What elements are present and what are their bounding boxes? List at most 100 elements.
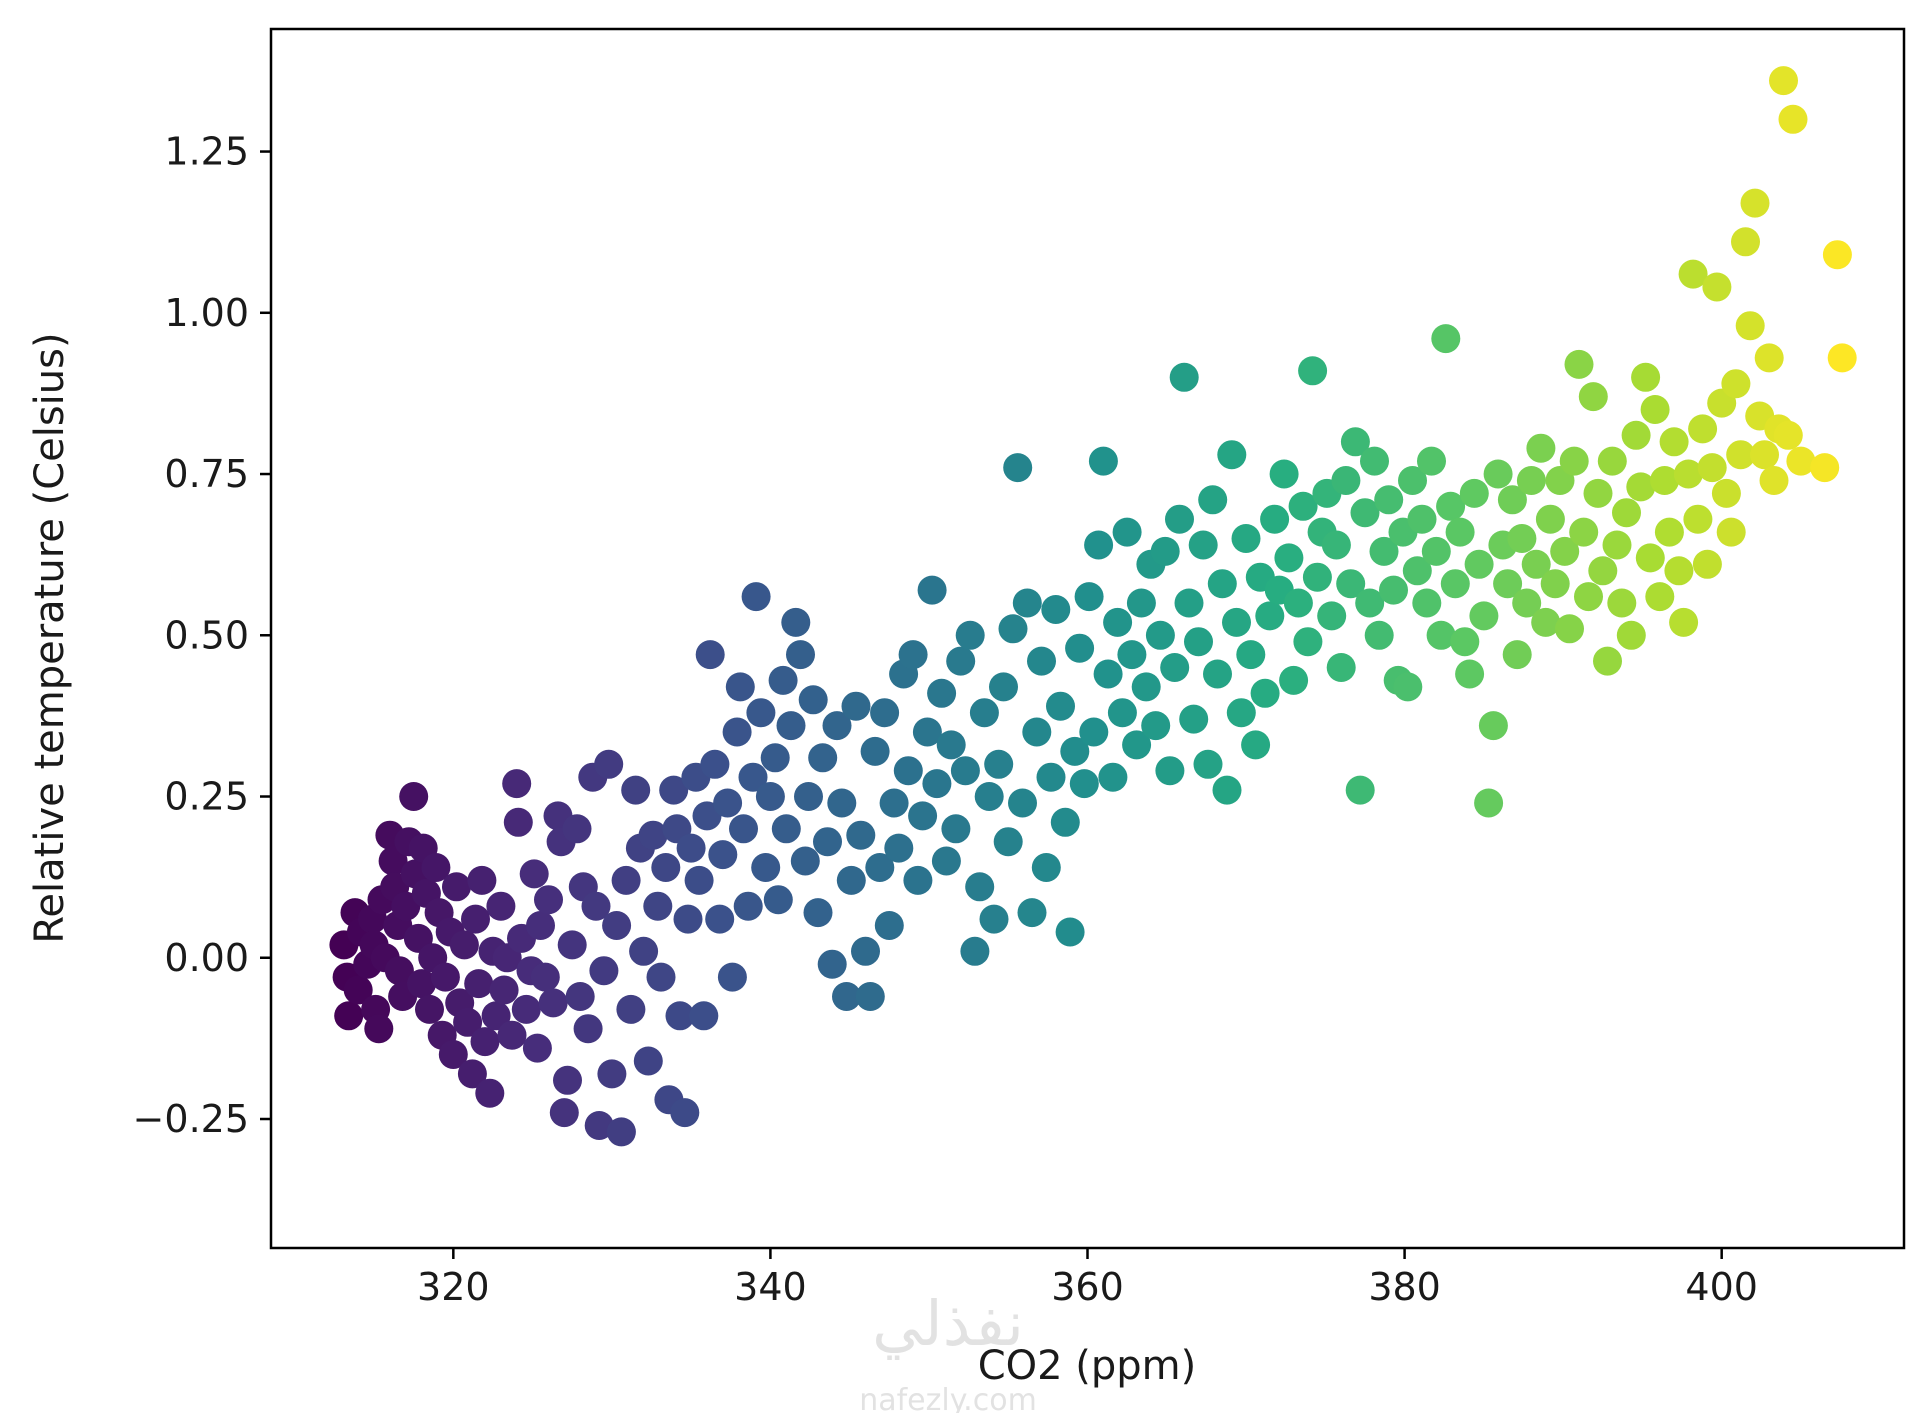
data-point [343,975,373,1005]
y-tick-label: 0.00 [164,936,249,980]
data-point [1241,730,1271,760]
data-point [1469,601,1499,631]
y-tick-label: 1.25 [164,130,249,174]
data-point [836,865,866,895]
data-point [717,962,747,992]
data-point [1578,382,1608,412]
data-point [1374,485,1404,515]
data-point [1126,588,1156,618]
data-point [874,911,904,940]
data-point [457,1059,487,1089]
data-point [673,904,703,934]
data-point [1493,569,1523,599]
data-point [725,672,755,702]
data-point [1088,446,1118,476]
data-point [1179,704,1209,734]
watermark-latin: nafezly.com [859,1383,1037,1413]
data-point [1778,104,1808,134]
data-point [1402,556,1432,586]
data-point [1721,369,1751,399]
data-point [1612,498,1641,528]
data-point [695,640,725,670]
data-point [741,582,771,612]
data-point [643,891,673,921]
data-point [621,775,651,805]
data-point [827,788,857,818]
data-point [1231,524,1261,553]
data-point [1165,504,1194,534]
data-point [461,904,490,934]
data-point [1650,466,1680,495]
data-point [503,807,533,837]
data-point [689,1001,719,1031]
data-point [917,575,947,605]
data-point [1369,536,1399,566]
data-point [832,982,861,1011]
data-point [941,814,971,844]
data-point [1184,627,1213,657]
data-point [700,749,730,779]
data-point [646,962,676,992]
data-point [557,930,587,960]
y-tick-label: 0.75 [164,452,249,496]
watermark-arabic: نفذلي [872,1287,1024,1360]
data-point [1255,601,1285,631]
y-axis-ticks: −0.25 0.00 0.25 0.50 0.75 1.00 1.25 [133,130,271,1141]
data-point [1445,517,1475,547]
data-point [1621,420,1651,450]
data-point [651,853,681,882]
data-point [616,994,646,1024]
data-point [584,1111,614,1140]
x-tick-label: 380 [1368,1265,1441,1309]
data-point [1046,691,1075,721]
data-point [1288,491,1318,521]
data-point [1117,640,1147,670]
data-point [1754,343,1784,373]
data-point [1564,349,1594,379]
data-point [1640,395,1670,424]
x-axis-ticks: 320 340 360 380 400 [417,1248,1758,1309]
data-point [768,665,798,695]
data-point [1050,807,1080,837]
data-point [1103,607,1133,637]
data-point [1155,756,1185,786]
data-point [438,1040,468,1069]
data-point [1174,588,1204,618]
data-point [470,1027,500,1057]
data-point [1535,504,1565,534]
data-point [1711,478,1741,508]
data-point [1645,582,1675,612]
data-point [589,956,619,986]
data-point [526,911,555,940]
data-point [922,769,952,799]
data-point [453,1007,483,1037]
data-point [1683,504,1713,534]
data-point [1716,517,1746,547]
data-point [1526,433,1556,463]
data-point [1602,530,1632,560]
data-point [813,827,842,857]
data-point [1198,485,1228,515]
data-point [1550,536,1580,566]
data-point [1079,717,1109,747]
data-point [530,962,560,992]
data-point [1188,530,1218,560]
data-point [1502,640,1532,670]
data-point [908,801,938,831]
data-point [1412,588,1442,618]
data-point [1731,227,1760,257]
data-point [1635,543,1665,573]
data-point [611,865,641,895]
data-point [1340,427,1370,457]
data-point [670,1098,700,1128]
data-point [955,620,985,650]
data-point [1597,446,1627,476]
y-tick-label: −0.25 [133,1097,249,1141]
data-point [449,930,479,960]
data-point [912,717,942,747]
data-point [1226,698,1256,728]
data-point [846,820,876,850]
data-point [1702,272,1732,302]
data-point [1436,491,1466,521]
data-point [746,698,776,728]
